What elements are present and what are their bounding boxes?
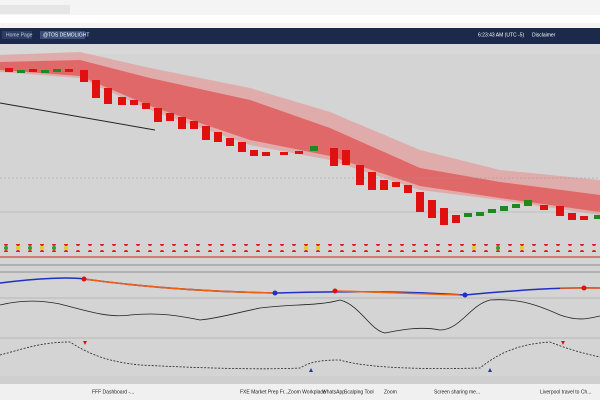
tab[interactable] (40, 31, 85, 39)
taskbar-item[interactable]: WhatsApp (322, 389, 345, 395)
candles (17, 69, 600, 219)
candles (5, 68, 588, 225)
tab[interactable] (2, 31, 32, 39)
trend-line (0, 102, 156, 131)
inner-band (0, 60, 600, 212)
arrow (83, 341, 87, 345)
clock: 6:23:43 AM (UTC -5) (478, 32, 524, 38)
time-axis (0, 376, 600, 384)
address-bar[interactable] (0, 15, 600, 23)
taskbar-item[interactable]: FFF Dashboard -... (92, 389, 134, 395)
arrow (488, 368, 492, 372)
ma-line (0, 277, 600, 296)
tab[interactable] (0, 5, 70, 14)
marker (332, 288, 338, 294)
marker (462, 292, 468, 298)
marker (581, 285, 587, 291)
platform-header (0, 28, 600, 44)
tab-label[interactable]: @TOS DEMOLIGHT (43, 32, 89, 38)
taskbar-item[interactable]: Scalping Tool (344, 389, 374, 395)
marker (81, 276, 87, 282)
chart-toolbar (0, 44, 600, 54)
signal-dots (0, 244, 600, 252)
marker (272, 290, 278, 296)
browser-chrome (0, 0, 600, 28)
arrow (309, 368, 313, 372)
ma-line (83, 278, 600, 296)
taskbar (0, 384, 600, 400)
signal-dots-alt (4, 246, 524, 250)
oscillator (0, 299, 600, 334)
taskbar-item[interactable]: FXE Market Prep Fr... (240, 389, 288, 395)
disclaimer[interactable]: Disclaimer (532, 32, 556, 38)
taskbar-item[interactable]: Screen sharing me... (434, 389, 480, 395)
oscillator-dashed (0, 341, 600, 370)
price-chart (0, 52, 600, 225)
taskbar-item[interactable]: Zoom (384, 389, 397, 395)
taskbar-item[interactable]: Liverpool travel to Ch... (540, 389, 591, 395)
tab-label[interactable]: Home Page (6, 32, 33, 38)
taskbar-item[interactable]: Zoom Workplace (288, 389, 326, 395)
arrow (561, 341, 565, 345)
